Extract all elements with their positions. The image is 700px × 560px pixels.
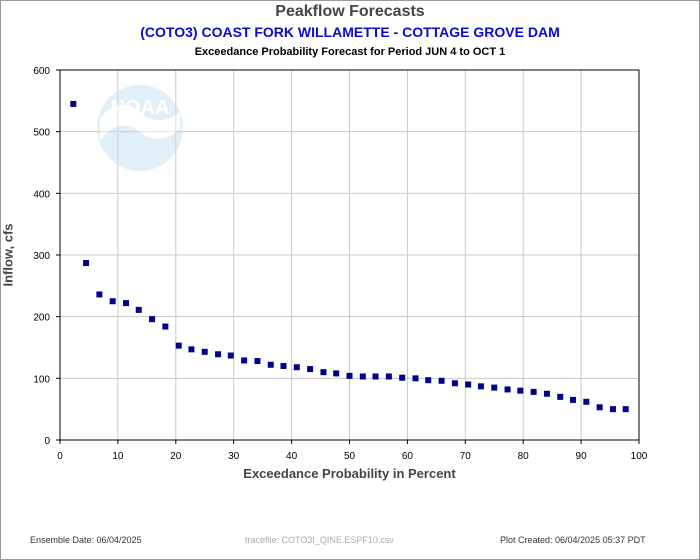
noaa-logo-text: NOAA [111, 97, 170, 119]
data-point [609, 406, 616, 413]
x-tick-label: 10 [112, 451, 124, 462]
data-point [83, 260, 90, 267]
data-point [215, 351, 222, 358]
data-point [135, 306, 142, 313]
x-tick-label: 40 [286, 451, 298, 462]
data-point [438, 377, 445, 384]
data-point [254, 358, 261, 365]
data-point [465, 381, 472, 388]
data-point [399, 374, 406, 381]
data-point [491, 384, 498, 391]
noaa-logo-circle [97, 85, 183, 171]
data-point [149, 316, 156, 323]
data-point [596, 404, 603, 411]
data-point [109, 298, 116, 305]
data-point [385, 373, 392, 380]
data-point [477, 383, 484, 390]
data-point [425, 377, 432, 384]
data-point [359, 373, 366, 380]
data-point [293, 364, 300, 371]
y-tick-label: 100 [33, 374, 50, 385]
x-tick-label: 50 [344, 451, 356, 462]
noaa-logo-wave [100, 104, 180, 140]
ensemble-date: Ensemble Date: 06/04/2025 [30, 535, 142, 545]
y-tick-label: 0 [44, 436, 50, 447]
x-axis-label: Exceedance Probability in Percent [243, 466, 456, 481]
data-point [267, 361, 274, 368]
data-point [569, 396, 576, 403]
y-axis-label: Inflow, cfs [0, 223, 16, 287]
x-tick-label: 100 [631, 451, 648, 462]
chart-subtitle: (COTO3) COAST FORK WILLAMETTE - COTTAGE … [140, 24, 560, 40]
data-point [622, 406, 629, 413]
data-points [70, 100, 629, 413]
x-tick-label: 60 [402, 451, 414, 462]
y-tick-label: 500 [33, 128, 50, 139]
data-point [175, 342, 182, 349]
data-point [557, 393, 564, 400]
data-point [188, 346, 195, 353]
y-axis-ticks: 0 100 200 300 400 500 600 [33, 66, 60, 447]
x-tick-label: 70 [460, 451, 472, 462]
data-point [543, 390, 550, 397]
data-point [96, 291, 103, 298]
data-point [412, 375, 419, 382]
data-point [333, 370, 340, 377]
chart-title: Peakflow Forecasts [275, 3, 425, 20]
data-point [162, 323, 169, 330]
x-tick-label: 0 [57, 451, 63, 462]
x-axis-ticks: 0 10 20 30 40 50 60 70 80 90 100 [57, 440, 648, 462]
y-tick-label: 300 [33, 251, 50, 262]
data-point [227, 352, 234, 359]
x-tick-label: 20 [170, 451, 182, 462]
y-tick-label: 600 [33, 66, 50, 77]
y-tick-label: 200 [33, 313, 50, 324]
data-point [70, 100, 77, 107]
data-point [517, 387, 524, 394]
plot-created: Plot Created: 06/04/2025 05:37 PDT [500, 535, 646, 545]
data-point [307, 366, 314, 373]
x-tick-label: 80 [518, 451, 530, 462]
data-point [320, 369, 327, 376]
data-point [201, 348, 208, 355]
grid-lines [60, 70, 639, 440]
data-point [241, 357, 248, 364]
data-point [451, 380, 458, 387]
data-point [372, 373, 379, 380]
noaa-logo: NOAA [97, 85, 183, 171]
data-point [530, 388, 537, 395]
chart-caption: Exceedance Probability Forecast for Peri… [194, 46, 506, 58]
tracefile: tracefile: COTO3I_QINE.ESPF10.csv [245, 535, 394, 545]
data-point [123, 300, 130, 307]
data-point [583, 398, 590, 405]
y-tick-label: 400 [33, 189, 50, 200]
data-point [280, 363, 287, 369]
x-tick-label: 30 [228, 451, 240, 462]
data-point [504, 386, 511, 393]
data-point [346, 372, 353, 379]
x-tick-label: 90 [576, 451, 588, 462]
